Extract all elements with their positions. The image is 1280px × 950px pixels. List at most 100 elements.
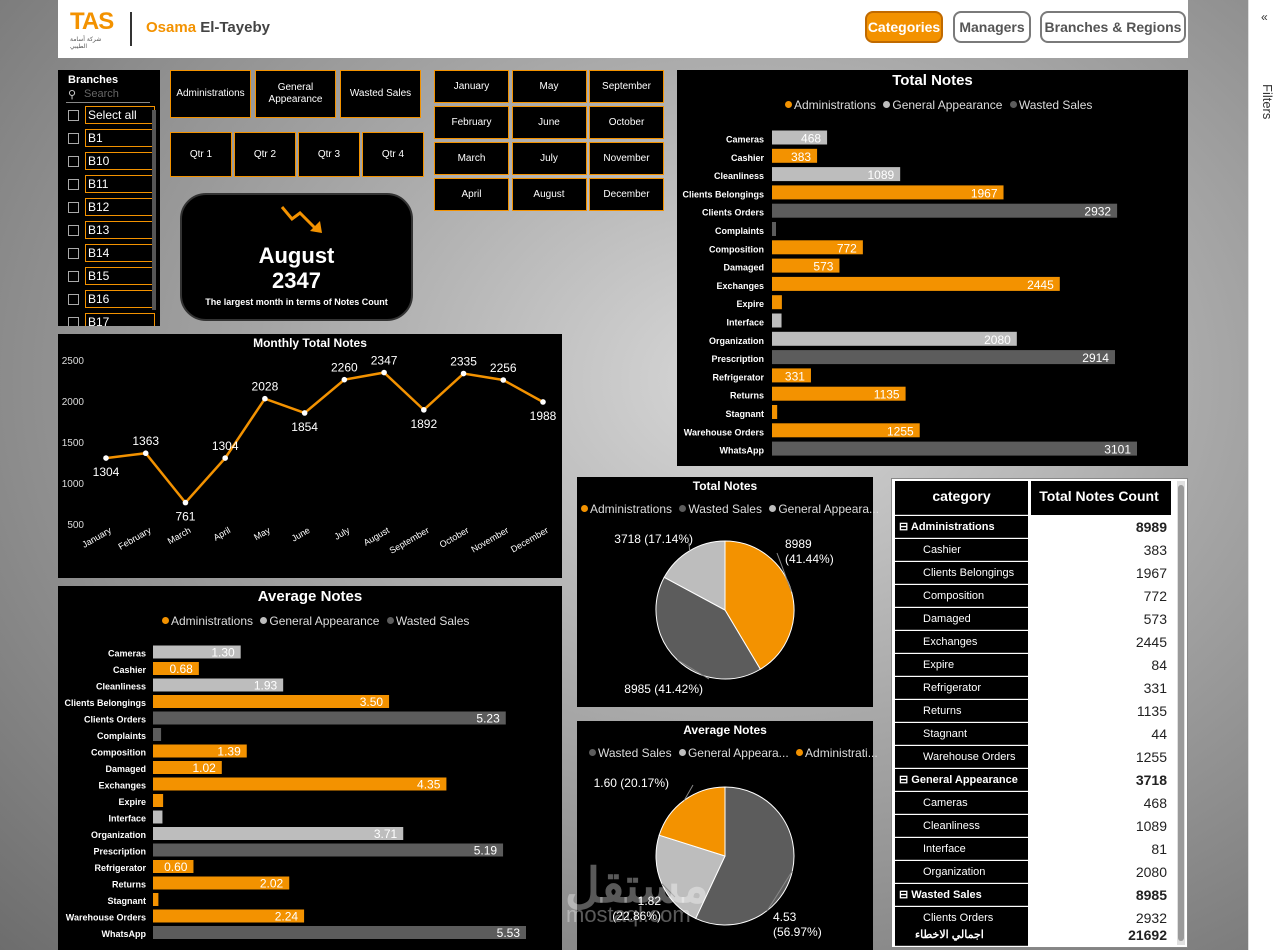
matrix-row-cleanliness[interactable]: Cleanliness 1089 bbox=[895, 815, 1173, 838]
line-point-september[interactable] bbox=[421, 407, 427, 413]
branch-checkbox[interactable] bbox=[68, 271, 79, 282]
matrix-row-organization[interactable]: Organization 2080 bbox=[895, 861, 1173, 884]
bar-cameras[interactable] bbox=[772, 130, 828, 145]
filters-pane[interactable]: « Filters bbox=[1248, 0, 1280, 950]
branch-checkbox[interactable] bbox=[68, 110, 79, 121]
bar-organization[interactable] bbox=[153, 827, 404, 840]
matrix-row-returns[interactable]: Returns 1135 bbox=[895, 700, 1173, 723]
matrix-row-clients-belongings[interactable]: Clients Belongings 1967 bbox=[895, 562, 1173, 585]
bar-composition[interactable] bbox=[153, 744, 247, 758]
pie-slice-administrations[interactable] bbox=[658, 786, 726, 857]
nav-managers-button[interactable]: Managers bbox=[953, 11, 1031, 43]
branch-checkbox[interactable] bbox=[68, 248, 79, 259]
branch-item-b10[interactable]: B10 bbox=[68, 152, 156, 170]
matrix-row-damaged[interactable]: Damaged 573 bbox=[895, 608, 1173, 631]
line-point-october[interactable] bbox=[460, 370, 467, 377]
matrix-header-total[interactable]: Total Notes Count bbox=[1031, 481, 1171, 515]
category-button-wasted-sales[interactable]: Wasted Sales bbox=[340, 70, 421, 118]
bar-warehouse-orders[interactable] bbox=[772, 423, 920, 438]
nav-branches-regions-button[interactable]: Branches & Regions bbox=[1040, 11, 1186, 43]
bar-exchanges[interactable] bbox=[772, 276, 1060, 291]
month-button-june[interactable]: June bbox=[511, 106, 587, 139]
bar-damaged[interactable] bbox=[772, 258, 840, 273]
month-button-july[interactable]: July bbox=[511, 142, 587, 175]
bar-cleanliness[interactable] bbox=[153, 678, 284, 692]
line-point-july[interactable] bbox=[341, 376, 348, 383]
branch-checkbox[interactable] bbox=[68, 294, 79, 305]
line-point-november[interactable] bbox=[500, 377, 507, 383]
bar-organization[interactable] bbox=[772, 331, 1017, 346]
collapse-icon[interactable]: ⊟ bbox=[899, 521, 911, 533]
bar-clients-orders[interactable] bbox=[153, 711, 506, 725]
line-point-february[interactable] bbox=[142, 450, 149, 457]
matrix-row-warehouse-orders[interactable]: Warehouse Orders 1255 bbox=[895, 746, 1173, 769]
branch-item-b1[interactable]: B1 bbox=[68, 129, 156, 147]
bar-exchanges[interactable] bbox=[153, 777, 447, 791]
bar-clients-orders[interactable] bbox=[772, 203, 1118, 218]
matrix-group-row-wasted-sales[interactable]: ⊟ Wasted Sales 8985 bbox=[895, 884, 1173, 907]
month-button-september[interactable]: September bbox=[589, 70, 664, 103]
branch-checkbox[interactable] bbox=[68, 225, 79, 236]
matrix-row-clients-orders[interactable]: Clients Orders 2932 bbox=[895, 907, 1173, 930]
bar-damaged[interactable] bbox=[153, 761, 222, 774]
branch-item-b16[interactable]: B16 bbox=[68, 290, 156, 308]
line-point-december[interactable] bbox=[540, 399, 546, 405]
branches-scrollbar[interactable] bbox=[152, 110, 156, 310]
quarter-button-qtr-2[interactable]: Qtr 2 bbox=[234, 132, 296, 177]
month-button-august[interactable]: August bbox=[511, 178, 587, 211]
category-button-general-appearance[interactable]: General Appearance bbox=[255, 70, 336, 118]
month-button-october[interactable]: October bbox=[589, 106, 664, 139]
line-point-january[interactable] bbox=[103, 455, 109, 461]
bar-stagnant[interactable] bbox=[153, 893, 159, 906]
line-point-march[interactable] bbox=[182, 499, 189, 506]
line-point-june[interactable] bbox=[301, 410, 308, 416]
month-button-december[interactable]: December bbox=[589, 178, 664, 211]
bar-expire[interactable] bbox=[153, 794, 164, 807]
matrix-group-row-administrations[interactable]: ⊟ Administrations 8989 bbox=[895, 516, 1173, 539]
bar-interface[interactable] bbox=[772, 313, 782, 328]
bar-clients-belongings[interactable] bbox=[772, 185, 1004, 200]
branch-item-b11[interactable]: B11 bbox=[68, 175, 156, 193]
matrix-scrollbar[interactable] bbox=[1177, 481, 1185, 945]
month-button-february[interactable]: February bbox=[434, 106, 509, 139]
line-point-may[interactable] bbox=[262, 395, 268, 402]
bar-returns[interactable] bbox=[772, 386, 906, 401]
line-point-august[interactable] bbox=[381, 369, 387, 376]
branch-item-b15[interactable]: B15 bbox=[68, 267, 156, 285]
branches-search-input[interactable]: ⚲ Search bbox=[66, 88, 150, 103]
bar-prescription[interactable] bbox=[153, 843, 504, 857]
bar-whatsapp[interactable] bbox=[153, 926, 526, 939]
matrix-row-exchanges[interactable]: Exchanges 2445 bbox=[895, 631, 1173, 654]
branch-checkbox[interactable] bbox=[68, 156, 79, 167]
bar-expire[interactable] bbox=[772, 295, 782, 310]
matrix-row-stagnant[interactable]: Stagnant 44 bbox=[895, 723, 1173, 746]
matrix-row-cashier[interactable]: Cashier 383 bbox=[895, 539, 1173, 562]
filters-label[interactable]: Filters bbox=[1260, 84, 1275, 120]
bar-clients-belongings[interactable] bbox=[153, 695, 390, 708]
matrix-row-cameras[interactable]: Cameras 468 bbox=[895, 792, 1173, 815]
branch-item-b14[interactable]: B14 bbox=[68, 244, 156, 262]
bar-interface[interactable] bbox=[153, 810, 163, 824]
bar-cashier[interactable] bbox=[772, 148, 818, 163]
month-button-may[interactable]: May bbox=[511, 70, 587, 103]
nav-categories-button[interactable]: Categories bbox=[865, 11, 943, 43]
bar-composition[interactable] bbox=[772, 240, 863, 255]
bar-cleanliness[interactable] bbox=[772, 167, 901, 182]
quarter-button-qtr-3[interactable]: Qtr 3 bbox=[298, 132, 360, 177]
pie-slice-wasted-sales[interactable] bbox=[655, 576, 762, 680]
matrix-group-row-general-appearance[interactable]: ⊟ General Appearance 3718 bbox=[895, 769, 1173, 792]
bar-whatsapp[interactable] bbox=[772, 441, 1137, 456]
matrix-row-interface[interactable]: Interface 81 bbox=[895, 838, 1173, 861]
bar-refrigerator[interactable] bbox=[772, 368, 811, 383]
bar-complaints[interactable] bbox=[153, 728, 162, 741]
branch-item-b17[interactable]: B17 bbox=[68, 313, 156, 326]
month-button-january[interactable]: January bbox=[434, 70, 509, 103]
month-button-november[interactable]: November bbox=[589, 142, 664, 175]
matrix-scrollbar-thumb[interactable] bbox=[1178, 485, 1184, 941]
month-button-april[interactable]: April bbox=[434, 178, 509, 211]
branch-checkbox[interactable] bbox=[68, 179, 79, 190]
bar-cameras[interactable] bbox=[153, 645, 241, 659]
bar-complaints[interactable] bbox=[772, 222, 776, 236]
matrix-header-category[interactable]: category bbox=[895, 481, 1028, 515]
bar-warehouse-orders[interactable] bbox=[153, 909, 305, 923]
